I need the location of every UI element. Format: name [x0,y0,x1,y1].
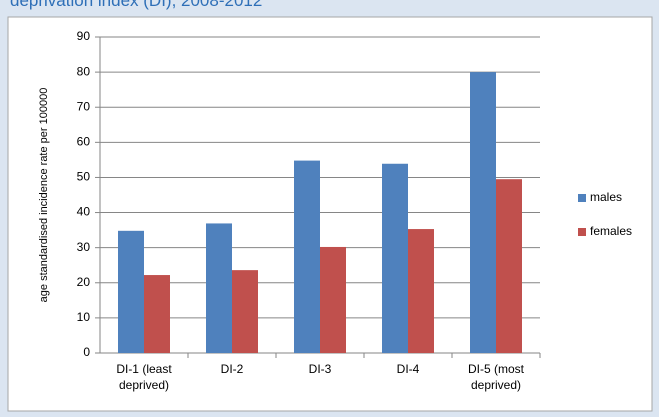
bar [144,275,170,353]
y-tick-label: 50 [77,170,91,184]
y-tick-label: 30 [77,240,91,254]
bar [118,230,144,353]
x-tick-label: DI-1 (least deprived) [116,362,172,392]
bar [470,72,496,353]
x-tick-label: DI-4 [397,362,420,376]
y-tick-label: 0 [83,345,90,359]
y-tick-label: 90 [77,29,91,43]
y-tick-label: 80 [77,64,91,78]
x-tick-label: DI-3 [309,362,332,376]
x-tick-label: DI-5 (most deprived) [468,362,525,392]
x-tick-label: DI-2 [221,362,244,376]
bar [206,223,232,353]
bar [382,163,408,353]
bar [232,270,258,353]
legend-swatch [578,228,586,236]
y-tick-label: 10 [77,310,91,324]
y-tick-label: 20 [77,275,91,289]
bar [320,246,346,353]
bar [496,179,522,353]
bar [408,229,434,353]
bar [294,160,320,353]
chart-title: deprivation index (DI), 2008-2012 [10,0,262,10]
legend-label: females [590,224,632,238]
legend-swatch [578,194,586,202]
y-axis-label: age standardised incidence rate per 1000… [38,88,50,303]
y-tick-label: 60 [77,135,91,149]
y-tick-label: 70 [77,99,91,113]
y-tick-label: 40 [77,205,91,219]
legend-label: males [590,190,622,204]
